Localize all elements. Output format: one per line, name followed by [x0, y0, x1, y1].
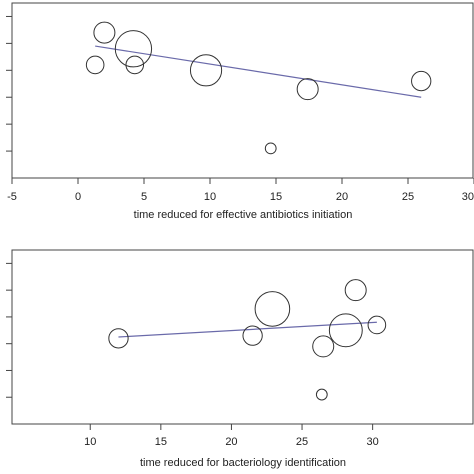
x-tick-label: 25: [296, 436, 308, 448]
x-tick-label: 15: [270, 191, 282, 203]
data-point: [328, 313, 363, 348]
regression-line: [95, 45, 422, 98]
data-point: [85, 55, 105, 75]
x-tick-label: 30: [462, 191, 474, 203]
x-tick-label: 25: [402, 191, 414, 203]
plot-frame: [11, 249, 474, 425]
data-point: [189, 54, 223, 87]
data-point: [315, 388, 328, 401]
x-tick-label: 30: [367, 436, 379, 448]
x-tick-label: 0: [75, 191, 81, 203]
data-point: [242, 325, 263, 346]
data-point: [93, 21, 116, 44]
x-tick-label: 15: [155, 436, 167, 448]
data-point: [411, 70, 432, 92]
data-point: [296, 78, 319, 101]
data-point: [312, 335, 335, 358]
x-tick-label: 10: [204, 191, 216, 203]
x-tick-label: 20: [225, 436, 237, 448]
data-point: [264, 142, 277, 155]
bottom-scatter-plot: 10 15 20 25 30 time reduced for bacteriology …: [6, 249, 474, 469]
x-tick-label: 20: [336, 191, 348, 203]
data-point: [254, 291, 291, 327]
top-scatter-plot: -5 0 5 10 15 20 25 30 time reduced for effective…: [6, 2, 474, 221]
data-point: [367, 315, 387, 335]
x-tick-label: 5: [141, 191, 147, 203]
x-axis-label: time reduced for bacteriology identifica…: [140, 457, 346, 469]
regression-line: [118, 321, 377, 338]
plot-frame: [11, 2, 474, 179]
data-point: [125, 55, 145, 75]
x-tick-label: 10: [84, 436, 96, 448]
data-point: [114, 30, 153, 68]
x-tick-label: -5: [7, 191, 17, 203]
data-point: [108, 328, 129, 349]
x-axis-label: time reduced for effective antibiotics i…: [134, 209, 353, 221]
data-point: [344, 279, 367, 302]
